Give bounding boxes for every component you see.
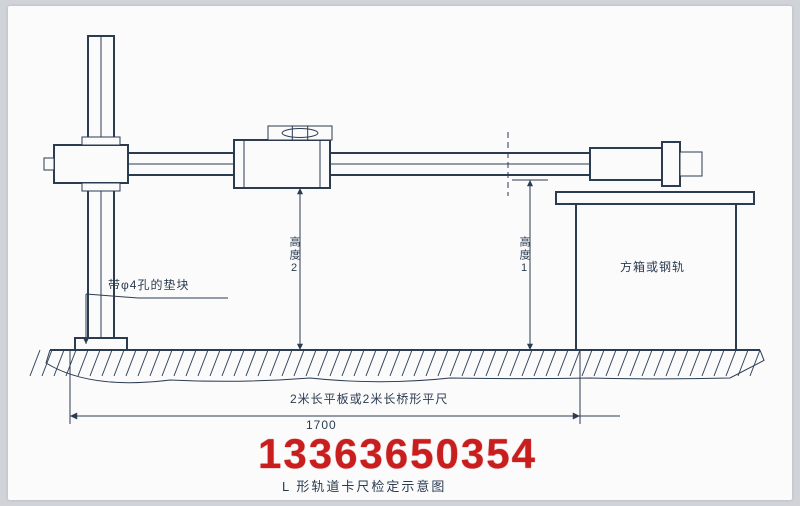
figure-caption: L 形轨道卡尺检定示意图 <box>282 476 446 495</box>
height1-label: 高度1 <box>516 236 532 276</box>
caption-text: 形轨道卡尺检定示意图 <box>296 479 446 494</box>
height2-label: 高度2 <box>286 236 302 276</box>
caption-prefix: L <box>282 479 291 494</box>
spacer-block-label: 带φ4孔的垫块 <box>108 276 189 293</box>
right-box-label: 方箱或钢轨 <box>620 258 685 275</box>
watermark-phone: 13363650354 <box>258 430 537 478</box>
ground-surface-label: 2米长平板或2米长桥形平尺 <box>290 390 448 407</box>
